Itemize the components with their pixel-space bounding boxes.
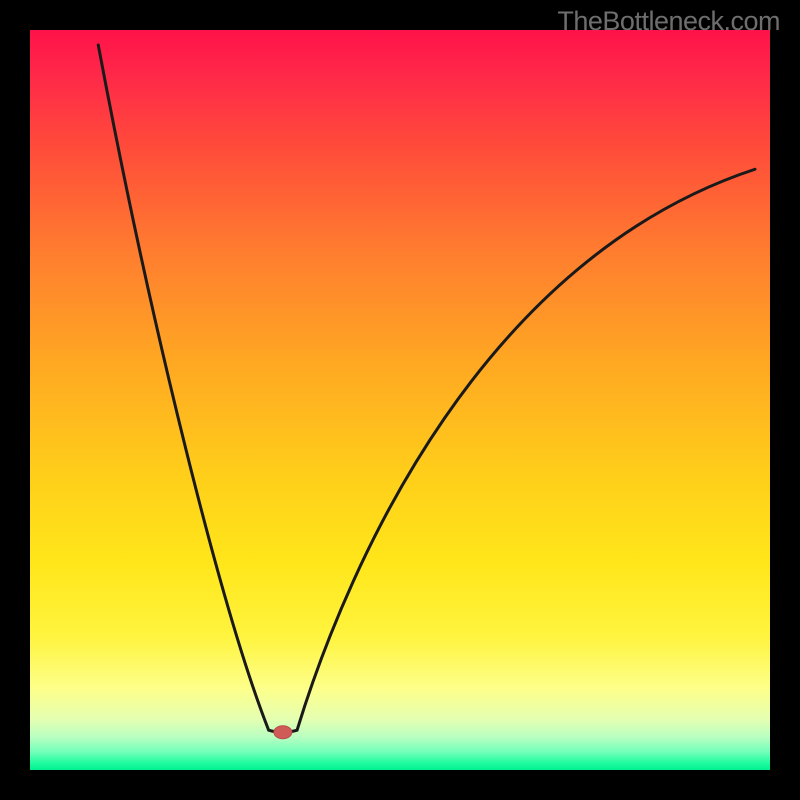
bottleneck-chart bbox=[0, 0, 800, 800]
minimum-marker bbox=[274, 726, 292, 739]
plot-background bbox=[30, 30, 770, 770]
chart-container: TheBottleneck.com bbox=[0, 0, 800, 800]
